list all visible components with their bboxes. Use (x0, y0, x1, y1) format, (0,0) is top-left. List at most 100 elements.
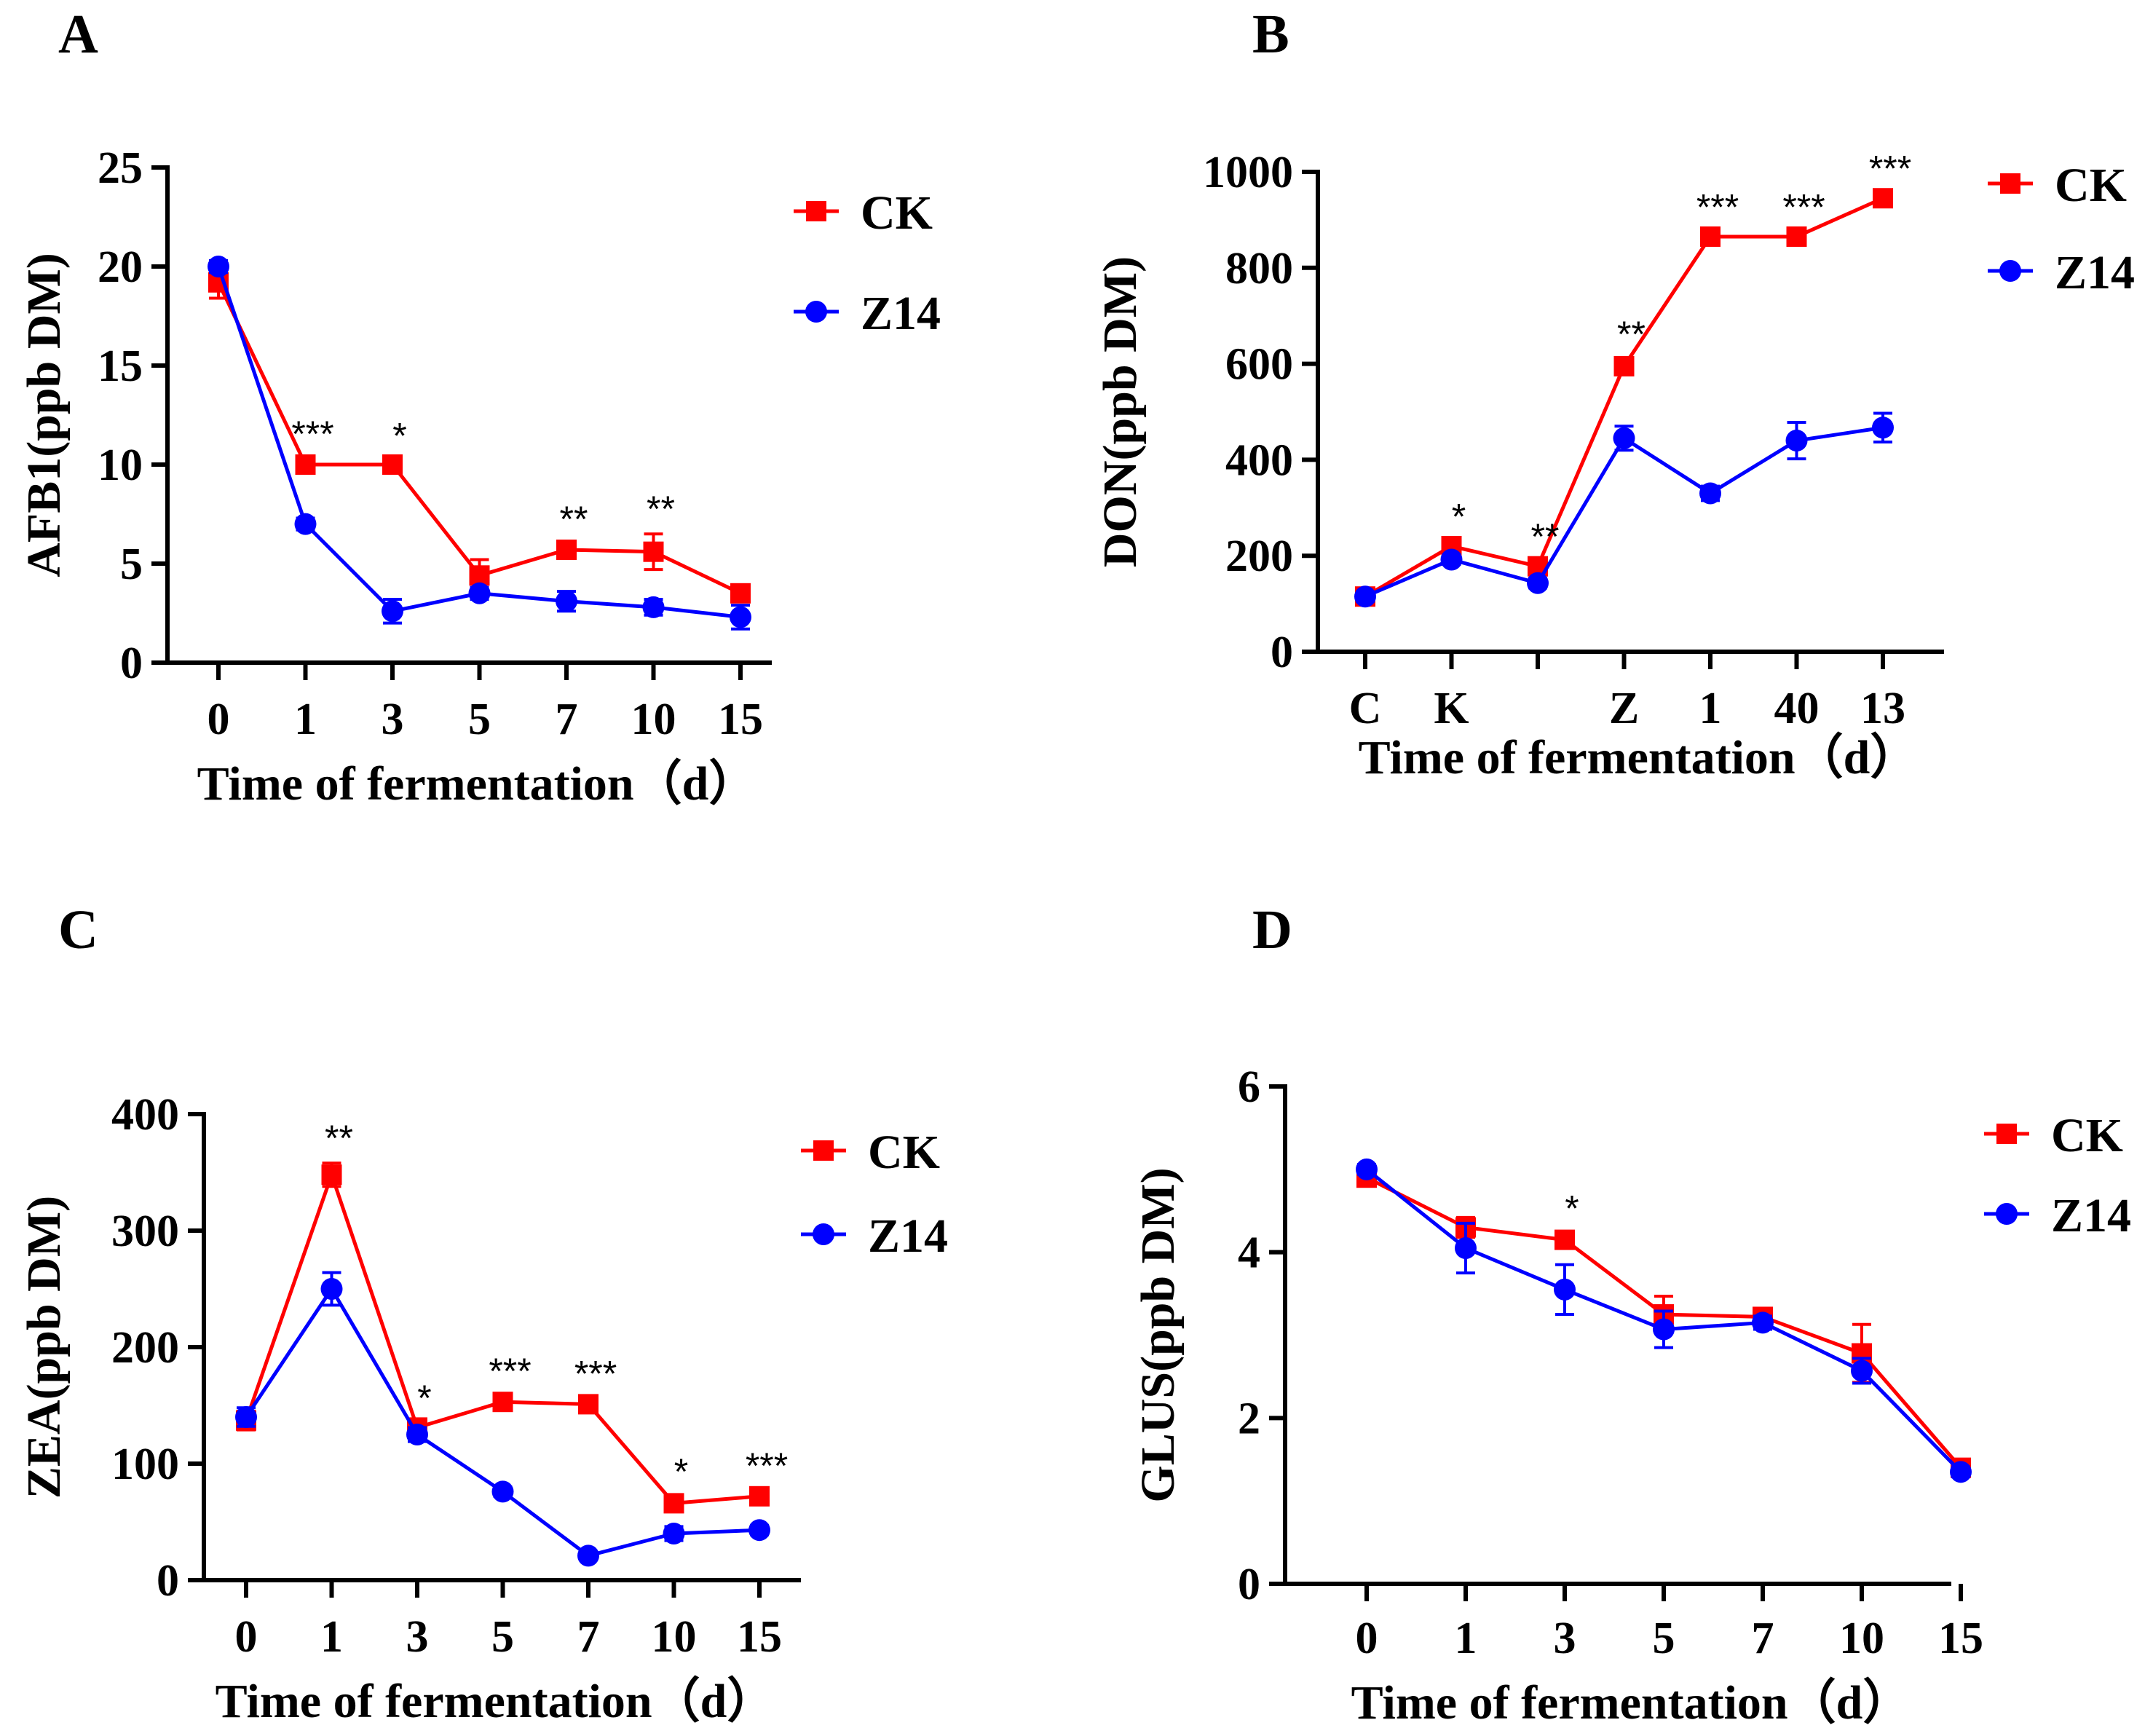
x-tick-label: 10 (1839, 1614, 1884, 1663)
legend-label: CK (861, 186, 933, 240)
legend-marker-circle (805, 301, 827, 323)
data-point-z14 (1653, 1318, 1675, 1341)
data-point-z14 (1554, 1278, 1576, 1301)
x-tick-label: 10 (652, 1612, 697, 1662)
data-point-ck (382, 454, 403, 475)
x-tick-label: 3 (1554, 1614, 1576, 1663)
legend-marker-square (2000, 173, 2020, 194)
data-point-z14 (1527, 572, 1549, 594)
x-tick-label: C (1349, 684, 1382, 733)
data-point-z14 (406, 1424, 428, 1445)
legend-label: Z14 (2055, 246, 2135, 299)
significance-marker: ** (647, 489, 675, 529)
x-tick-label: 0 (1356, 1614, 1378, 1663)
x-tick-label: 15 (737, 1612, 782, 1662)
significance-marker: * (674, 1451, 688, 1492)
panel-letter: A (58, 4, 98, 65)
data-point-z14 (663, 1523, 685, 1544)
significance-marker: ** (1617, 314, 1646, 355)
y-tick-label: 800 (1225, 244, 1293, 293)
data-point-z14 (1455, 1236, 1477, 1259)
data-point-z14 (748, 1519, 770, 1542)
data-point-ck (578, 1394, 599, 1415)
legend-marker-circle (813, 1223, 834, 1245)
series-z14 (235, 1271, 770, 1567)
x-tick-label: Z (1609, 684, 1639, 733)
legend-marker-square (806, 201, 826, 221)
data-point-ck (1700, 226, 1721, 247)
x-tick-label: 15 (718, 695, 763, 744)
x-axis-title: Time of fermentation（d） (1351, 1676, 1911, 1729)
significance-marker: *** (1869, 149, 1911, 189)
x-tick-label: 3 (406, 1612, 429, 1662)
x-tick-label: 1 (1699, 684, 1722, 733)
x-tick-label: 15 (1938, 1614, 1983, 1663)
x-tick-label: 5 (1653, 1614, 1675, 1663)
series-z14 (1354, 411, 1894, 608)
legend-item-ck: CK (1988, 159, 2127, 212)
chart-panel-c: C 0 100 200 300 400 0 1 3 5 7 10 15 Time of fermentat… (17, 899, 948, 1728)
y-tick-label: 1000 (1203, 148, 1293, 197)
data-point-ck (1786, 226, 1807, 247)
data-point-z14 (320, 1278, 343, 1300)
data-point-ck (663, 1493, 684, 1514)
x-tick-label: 1 (294, 695, 317, 744)
x-axis-title: Time of fermentation（d） (1359, 730, 1919, 784)
legend-item-z14: Z14 (801, 1210, 948, 1263)
legend-item-ck: CK (794, 186, 933, 240)
series-z14 (1356, 1158, 1972, 1483)
legend-label: Z14 (868, 1210, 948, 1263)
significance-marker: *** (1782, 186, 1825, 227)
data-point-z14 (208, 256, 229, 277)
y-tick-label: 200 (1225, 532, 1293, 581)
y-tick-label: 400 (111, 1090, 179, 1140)
data-point-ck (295, 454, 316, 475)
data-point-ck (321, 1164, 342, 1185)
x-tick-label: 40 (1774, 684, 1820, 733)
series-z14 (208, 256, 751, 631)
y-tick-label: 20 (98, 242, 143, 292)
x-tick-label: 10 (631, 695, 676, 744)
legend-marker-square (813, 1140, 834, 1161)
legend-marker-square (1996, 1124, 2017, 1144)
y-tick-label: 2 (1238, 1394, 1260, 1443)
data-point-z14 (294, 513, 317, 535)
data-point-z14 (1872, 417, 1894, 439)
y-tick-label: 15 (98, 342, 143, 391)
x-tick-label: K (1434, 684, 1469, 733)
series-line-z14 (1364, 425, 1884, 599)
y-tick-label: 300 (111, 1207, 179, 1256)
significance-marker: *** (746, 1445, 788, 1486)
y-tick-label: 4 (1238, 1228, 1260, 1278)
significance-marker: *** (574, 1353, 617, 1394)
x-tick-label: 1 (320, 1612, 343, 1662)
x-axis-title: Time of fermentation（d） (216, 1674, 775, 1728)
legend-item-z14: Z14 (1984, 1189, 2131, 1242)
y-tick-label: 200 (111, 1323, 179, 1373)
data-point-ck (469, 565, 490, 586)
data-point-ck (749, 1486, 770, 1507)
legend-item-z14: Z14 (794, 287, 941, 340)
significance-marker: * (1452, 496, 1466, 537)
legend-marker-circle (1996, 1203, 2018, 1225)
data-point-z14 (468, 582, 491, 604)
significance-marker: *** (489, 1351, 531, 1392)
y-tick-label: 0 (157, 1556, 179, 1606)
data-point-z14 (730, 606, 751, 628)
significance-marker: * (1565, 1188, 1579, 1228)
data-point-z14 (1851, 1360, 1873, 1382)
y-tick-label: 0 (1271, 628, 1293, 677)
legend-label: CK (2055, 159, 2127, 212)
data-point-z14 (1752, 1311, 1774, 1334)
y-tick-label: 5 (120, 540, 143, 589)
x-tick-label: 7 (1752, 1614, 1774, 1663)
x-tick-label: 5 (468, 695, 491, 744)
y-tick-label: 0 (120, 639, 143, 688)
series-line-z14 (244, 1287, 760, 1558)
data-point-ck (1554, 1229, 1575, 1250)
data-point-z14 (577, 1544, 599, 1567)
panel-letter: B (1252, 4, 1289, 65)
legend-label: CK (868, 1126, 940, 1179)
x-tick-label: 5 (491, 1612, 514, 1662)
